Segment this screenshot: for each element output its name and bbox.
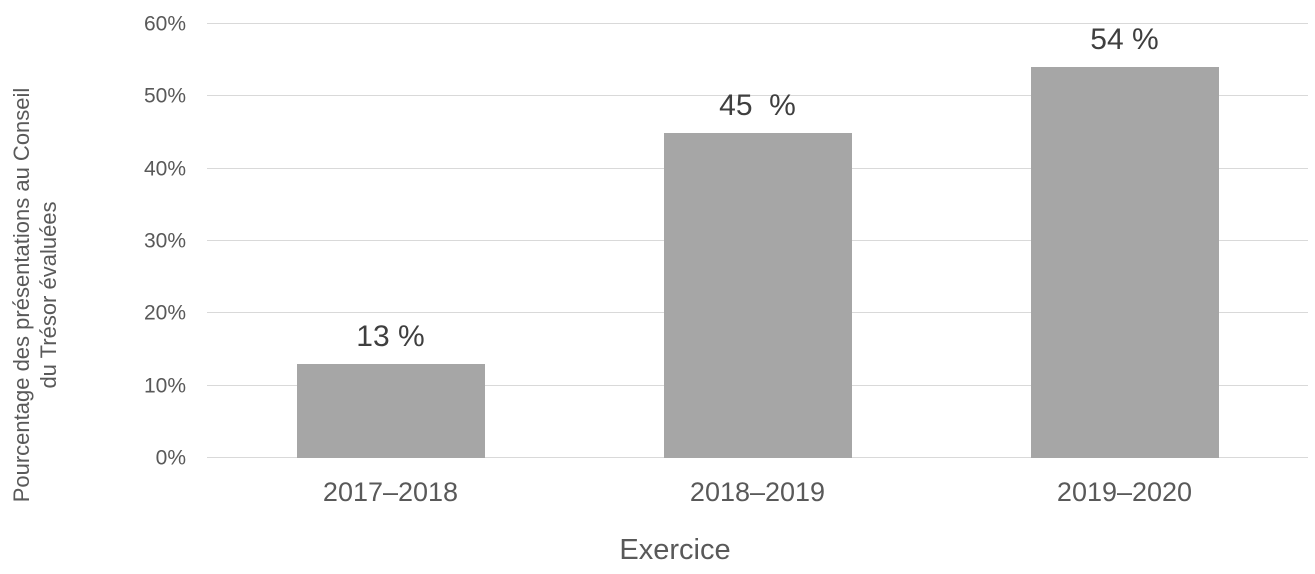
bar xyxy=(663,132,852,458)
gridline xyxy=(207,23,1308,24)
y-tick-label: 30% xyxy=(143,229,186,253)
y-tick-label: 40% xyxy=(143,157,186,181)
bar xyxy=(1030,67,1219,458)
y-tick-label: 0% xyxy=(155,446,186,470)
x-category-label: 2017–2018 xyxy=(322,477,459,507)
bar-value-label: 13 % xyxy=(356,319,425,353)
x-category-label: 2018–2019 xyxy=(689,477,826,507)
bar-value-label: 54 % xyxy=(1090,23,1159,57)
y-axis-tick-labels: 0% 10% 20% 30% 40% 50% 60% xyxy=(0,14,186,469)
y-tick-label: 60% xyxy=(143,12,186,36)
bar xyxy=(296,363,485,458)
y-tick-label: 20% xyxy=(143,301,186,325)
x-axis-category-labels: 2017–2018 2018–2019 2019–2020 xyxy=(207,477,1308,511)
gridline xyxy=(207,95,1308,97)
x-axis-title: Exercice xyxy=(619,534,731,566)
y-tick-label: 10% xyxy=(143,374,186,398)
bar-value-label: 45 % xyxy=(719,88,796,122)
plot-area: 13 % 45 % 54 % xyxy=(207,23,1308,458)
y-tick-label: 50% xyxy=(143,84,186,108)
x-category-label: 2019–2020 xyxy=(1056,477,1193,507)
